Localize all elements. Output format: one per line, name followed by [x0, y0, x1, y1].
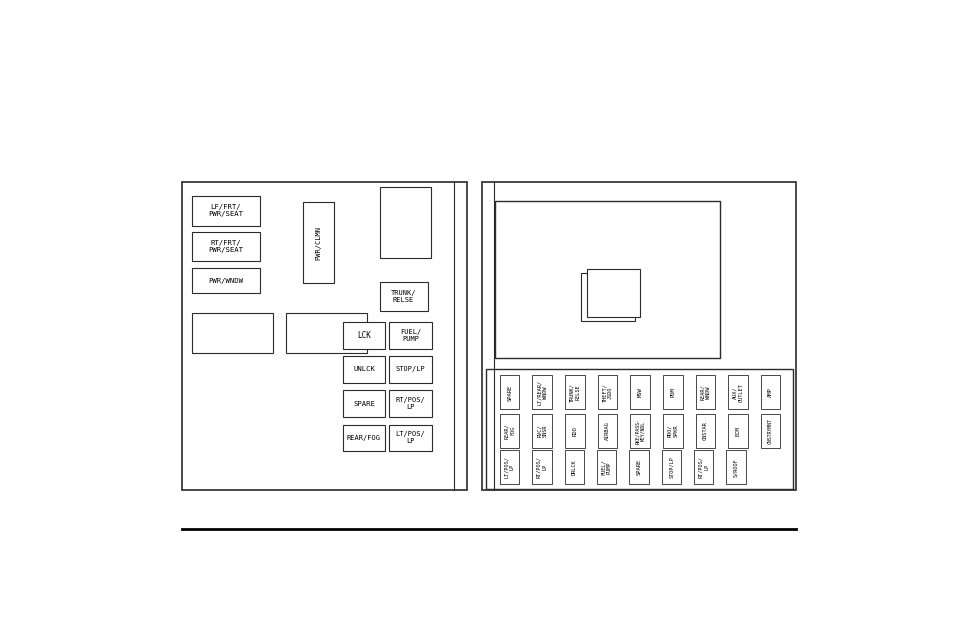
Bar — [760, 413, 780, 448]
Text: UNLCK: UNLCK — [353, 366, 375, 373]
Text: FUEL/
PUMP: FUEL/ PUMP — [600, 460, 611, 475]
Bar — [342, 322, 385, 349]
Bar — [532, 450, 551, 485]
Bar — [342, 391, 385, 417]
Text: REAR/FOG: REAR/FOG — [347, 435, 380, 441]
Text: REAR/
FOG: REAR/ FOG — [504, 423, 515, 439]
Bar — [379, 282, 427, 312]
Bar — [389, 322, 432, 349]
Text: TRUNK/
RELSE: TRUNK/ RELSE — [569, 383, 579, 402]
Bar — [499, 450, 518, 485]
Bar — [580, 273, 634, 321]
Text: AIRBAG: AIRBAG — [604, 422, 609, 440]
Bar — [481, 182, 795, 490]
Bar — [564, 450, 583, 485]
Bar — [302, 202, 334, 283]
Bar — [532, 375, 552, 410]
Bar — [727, 413, 747, 448]
Text: LT/POS/
LP: LT/POS/ LP — [395, 431, 425, 445]
Bar — [485, 369, 792, 488]
Bar — [725, 450, 745, 485]
Text: RVC/
SNSR: RVC/ SNSR — [537, 424, 547, 437]
Text: RT/FRT/
PWR/SEAT: RT/FRT/ PWR/SEAT — [208, 240, 243, 253]
Bar — [629, 450, 648, 485]
Text: LCK: LCK — [356, 331, 371, 340]
Bar — [662, 413, 681, 448]
Bar — [564, 413, 584, 448]
Text: RDO/
SPKR: RDO/ SPKR — [667, 424, 678, 437]
Bar — [564, 375, 584, 410]
Text: MSW: MSW — [637, 387, 642, 398]
Bar — [660, 450, 680, 485]
Bar — [499, 375, 518, 410]
Bar — [389, 356, 432, 383]
Text: S/ROOF: S/ROOF — [733, 458, 738, 477]
Bar — [695, 413, 715, 448]
Text: AUX/
OUTLET: AUX/ OUTLET — [732, 383, 742, 402]
Bar — [379, 186, 431, 258]
Text: REAR/
WNDW: REAR/ WNDW — [700, 385, 710, 400]
Text: STOP/LP: STOP/LP — [395, 366, 425, 373]
Bar — [192, 197, 259, 226]
Text: SPARE: SPARE — [507, 384, 512, 401]
Text: SPARE: SPARE — [353, 401, 375, 406]
Text: AMP: AMP — [767, 387, 772, 398]
Bar — [598, 375, 617, 410]
Text: LT/POS/
LP: LT/POS/ LP — [503, 457, 515, 478]
Bar — [342, 356, 385, 383]
Text: PWR/CLMN: PWR/CLMN — [314, 226, 321, 259]
Text: FUEL/
PUMP: FUEL/ PUMP — [399, 329, 420, 342]
Text: TRUNK/
RELSE: TRUNK/ RELSE — [391, 290, 416, 303]
Text: STOP/LP: STOP/LP — [668, 457, 673, 478]
Text: RDO: RDO — [572, 426, 577, 436]
Text: RT/POS/
LP: RT/POS/ LP — [395, 398, 425, 410]
Bar — [495, 201, 720, 358]
Bar — [587, 269, 639, 317]
Bar — [182, 182, 466, 490]
Bar — [389, 424, 432, 452]
Text: PDM: PDM — [670, 387, 675, 398]
Text: ECM: ECM — [735, 426, 740, 436]
Bar — [693, 450, 713, 485]
Bar — [192, 232, 259, 261]
Bar — [630, 413, 649, 448]
Bar — [192, 313, 273, 353]
Bar — [598, 413, 617, 448]
Text: DRLCK: DRLCK — [571, 460, 577, 475]
Bar — [630, 375, 649, 410]
Bar — [532, 413, 552, 448]
Bar — [695, 375, 715, 410]
Text: RT/POS/
LP: RT/POS/ LP — [536, 457, 547, 478]
Text: PWR/WNDW: PWR/WNDW — [208, 277, 243, 284]
Text: CNSTRYMNT: CNSTRYMNT — [767, 418, 772, 444]
Text: RKE/PASS-
KEY/NDL: RKE/PASS- KEY/NDL — [634, 418, 645, 444]
Bar — [597, 450, 616, 485]
Text: LT/REAR/
WNDW: LT/REAR/ WNDW — [537, 380, 547, 405]
Text: THEFT/
JSDO: THEFT/ JSDO — [601, 383, 612, 402]
Bar — [192, 268, 259, 293]
Bar — [285, 313, 367, 353]
Bar — [342, 424, 385, 452]
Bar — [727, 375, 747, 410]
Bar — [499, 413, 518, 448]
Text: RT/POS/
LP: RT/POS/ LP — [698, 457, 708, 478]
Bar — [760, 375, 780, 410]
Bar — [662, 375, 681, 410]
Bar — [389, 391, 432, 417]
Text: LF/FRT/
PWR/SEAT: LF/FRT/ PWR/SEAT — [208, 205, 243, 218]
Text: SPARE: SPARE — [636, 459, 640, 476]
Text: CNSTAR: CNSTAR — [702, 422, 707, 440]
